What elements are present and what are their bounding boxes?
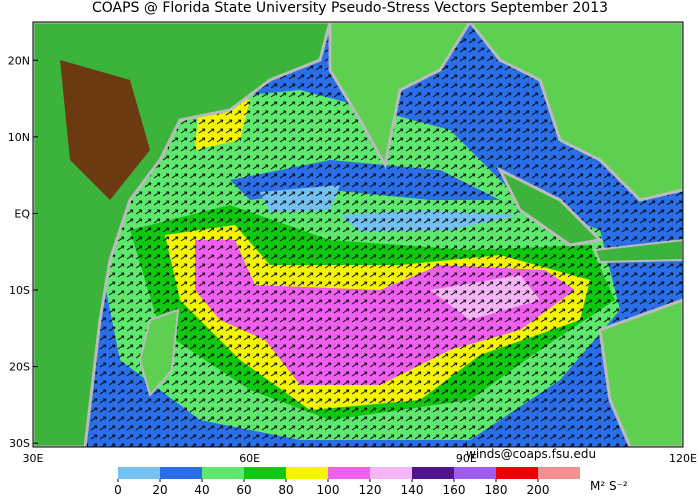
lat-label: 20S bbox=[9, 361, 30, 374]
colorbar-swatch bbox=[370, 467, 412, 479]
lon-label: 30E bbox=[23, 452, 44, 465]
colorbar-unit: M² S⁻² bbox=[590, 479, 628, 493]
colorbar-label: 120 bbox=[359, 483, 382, 497]
colorbar-label: 160 bbox=[443, 483, 466, 497]
colorbar-swatch bbox=[328, 467, 370, 479]
colorbar-swatch bbox=[412, 467, 454, 479]
lon-label: 60E bbox=[239, 452, 260, 465]
colorbar-swatch bbox=[202, 467, 244, 479]
land-australia bbox=[598, 298, 683, 447]
lat-label: 30S bbox=[9, 437, 30, 450]
colorbar-label: 60 bbox=[236, 483, 251, 497]
colorbar-label: 100 bbox=[317, 483, 340, 497]
credit: winds@coaps.fsu.edu bbox=[466, 447, 596, 461]
colorbar-label: 140 bbox=[401, 483, 424, 497]
colorbar-swatch bbox=[118, 467, 160, 479]
colorbar-swatch bbox=[538, 467, 580, 479]
lat-label: 20N bbox=[8, 54, 30, 67]
colorbar-swatch bbox=[496, 467, 538, 479]
land-india bbox=[328, 22, 472, 170]
lon-label: 90E bbox=[456, 452, 477, 465]
land-java bbox=[593, 238, 683, 264]
colorbar-label: 200 bbox=[527, 483, 550, 497]
highlands bbox=[60, 60, 150, 200]
colorbar-label: 40 bbox=[194, 483, 209, 497]
colorbar-label: 20 bbox=[152, 483, 167, 497]
land-asia bbox=[468, 22, 683, 202]
colorbar-swatch bbox=[454, 467, 496, 479]
title: COAPS @ Florida State University Pseudo-… bbox=[92, 0, 608, 16]
lat-label: 10S bbox=[9, 284, 30, 297]
lat-label: 10N bbox=[8, 131, 30, 144]
colorbar-swatch bbox=[244, 467, 286, 479]
map-frame bbox=[32, 21, 684, 448]
lon-label: 120E bbox=[669, 452, 697, 465]
land-madagascar bbox=[138, 308, 180, 398]
colorbar-label: 80 bbox=[278, 483, 293, 497]
colorbar-label: 0 bbox=[114, 483, 122, 497]
lat-label: EQ bbox=[14, 207, 30, 220]
map bbox=[33, 22, 683, 447]
colorbar-swatch bbox=[286, 467, 328, 479]
colorbar-label: 180 bbox=[485, 483, 508, 497]
colorbar-swatch bbox=[160, 467, 202, 479]
land-sumatra bbox=[496, 166, 604, 247]
